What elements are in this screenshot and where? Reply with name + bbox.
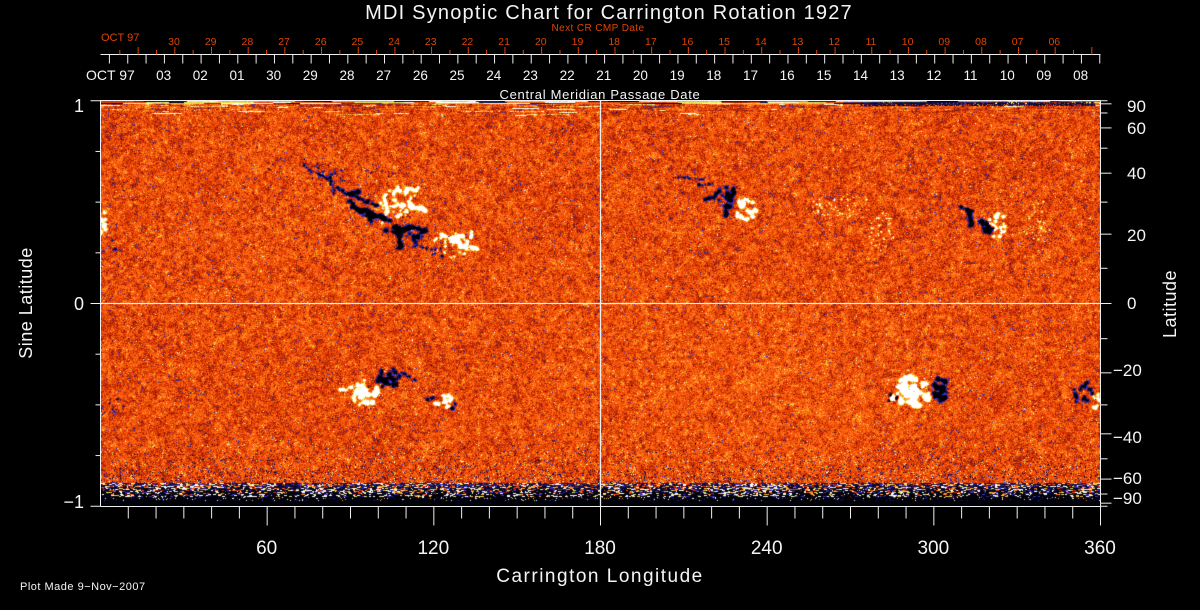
svg-text:Central Meridian Passage Date: Central Meridian Passage Date bbox=[500, 87, 701, 102]
svg-text:300: 300 bbox=[917, 538, 949, 559]
svg-text:−40: −40 bbox=[1113, 428, 1142, 447]
svg-text:15: 15 bbox=[816, 68, 831, 83]
svg-text:14: 14 bbox=[755, 36, 767, 48]
svg-text:OCT 97: OCT 97 bbox=[86, 67, 135, 83]
svg-text:14: 14 bbox=[853, 68, 869, 83]
svg-text:02: 02 bbox=[193, 68, 208, 83]
svg-text:180: 180 bbox=[584, 538, 616, 559]
svg-text:21: 21 bbox=[596, 68, 611, 83]
svg-text:1: 1 bbox=[74, 96, 84, 116]
svg-text:01: 01 bbox=[229, 68, 244, 83]
svg-text:13: 13 bbox=[792, 36, 804, 48]
svg-text:09: 09 bbox=[1036, 68, 1051, 83]
svg-text:11: 11 bbox=[964, 68, 978, 83]
svg-text:23: 23 bbox=[523, 68, 538, 83]
svg-text:10: 10 bbox=[1000, 68, 1015, 83]
svg-text:Sine Latitude: Sine Latitude bbox=[16, 247, 36, 359]
svg-text:25: 25 bbox=[450, 68, 465, 83]
svg-text:Next CR CMP Date: Next CR CMP Date bbox=[552, 23, 645, 34]
svg-text:17: 17 bbox=[743, 68, 758, 83]
svg-text:25: 25 bbox=[352, 36, 364, 48]
svg-text:03: 03 bbox=[156, 68, 171, 83]
svg-text:18: 18 bbox=[706, 68, 721, 83]
svg-text:12: 12 bbox=[828, 36, 840, 48]
svg-text:15: 15 bbox=[718, 36, 730, 48]
svg-text:0: 0 bbox=[74, 294, 84, 314]
svg-text:30: 30 bbox=[266, 68, 281, 83]
svg-text:22: 22 bbox=[462, 36, 474, 48]
svg-text:OCT 97: OCT 97 bbox=[101, 32, 139, 44]
svg-text:−20: −20 bbox=[1113, 361, 1142, 380]
svg-text:27: 27 bbox=[376, 68, 391, 83]
svg-text:24: 24 bbox=[486, 68, 502, 83]
svg-text:MDI Synoptic Chart for Carring: MDI Synoptic Chart for Carrington Rotati… bbox=[365, 2, 853, 24]
svg-text:12: 12 bbox=[926, 68, 941, 83]
svg-text:19: 19 bbox=[572, 36, 584, 48]
svg-text:20: 20 bbox=[1127, 226, 1146, 245]
svg-text:20: 20 bbox=[535, 36, 547, 48]
svg-text:−1: −1 bbox=[63, 492, 84, 512]
svg-text:Latitude: Latitude bbox=[1160, 270, 1180, 338]
svg-text:24: 24 bbox=[388, 36, 400, 48]
svg-text:26: 26 bbox=[315, 36, 327, 48]
svg-text:16: 16 bbox=[780, 68, 795, 83]
svg-text:Plot Made 9−Nov−2007: Plot Made 9−Nov−2007 bbox=[20, 581, 146, 593]
svg-text:240: 240 bbox=[751, 538, 783, 559]
svg-text:360: 360 bbox=[1084, 538, 1116, 559]
svg-text:19: 19 bbox=[670, 68, 685, 83]
svg-text:18: 18 bbox=[608, 36, 620, 48]
svg-text:29: 29 bbox=[303, 68, 318, 83]
svg-text:28: 28 bbox=[339, 68, 354, 83]
svg-text:22: 22 bbox=[560, 68, 575, 83]
svg-text:17: 17 bbox=[645, 36, 657, 48]
svg-text:09: 09 bbox=[938, 36, 950, 48]
svg-text:30: 30 bbox=[168, 36, 180, 48]
svg-text:16: 16 bbox=[682, 36, 694, 48]
svg-text:11: 11 bbox=[865, 36, 876, 48]
svg-text:−90: −90 bbox=[1113, 489, 1142, 508]
svg-text:29: 29 bbox=[205, 36, 217, 48]
svg-text:23: 23 bbox=[425, 36, 437, 48]
svg-text:21: 21 bbox=[498, 36, 510, 48]
svg-text:08: 08 bbox=[1073, 68, 1088, 83]
svg-text:Carrington Longitude: Carrington Longitude bbox=[496, 566, 703, 587]
svg-text:90: 90 bbox=[1127, 97, 1146, 116]
svg-text:08: 08 bbox=[975, 36, 987, 48]
svg-text:13: 13 bbox=[890, 68, 905, 83]
svg-text:40: 40 bbox=[1127, 164, 1146, 183]
svg-text:28: 28 bbox=[242, 36, 254, 48]
svg-text:10: 10 bbox=[902, 36, 914, 48]
svg-text:20: 20 bbox=[633, 68, 648, 83]
svg-text:07: 07 bbox=[1012, 36, 1024, 48]
svg-text:0: 0 bbox=[1127, 294, 1136, 313]
svg-text:−60: −60 bbox=[1113, 469, 1142, 488]
svg-text:60: 60 bbox=[1127, 119, 1146, 138]
svg-text:60: 60 bbox=[256, 538, 277, 559]
svg-text:27: 27 bbox=[278, 36, 290, 48]
svg-text:26: 26 bbox=[413, 68, 428, 83]
svg-text:06: 06 bbox=[1048, 36, 1060, 48]
svg-text:120: 120 bbox=[417, 538, 449, 559]
